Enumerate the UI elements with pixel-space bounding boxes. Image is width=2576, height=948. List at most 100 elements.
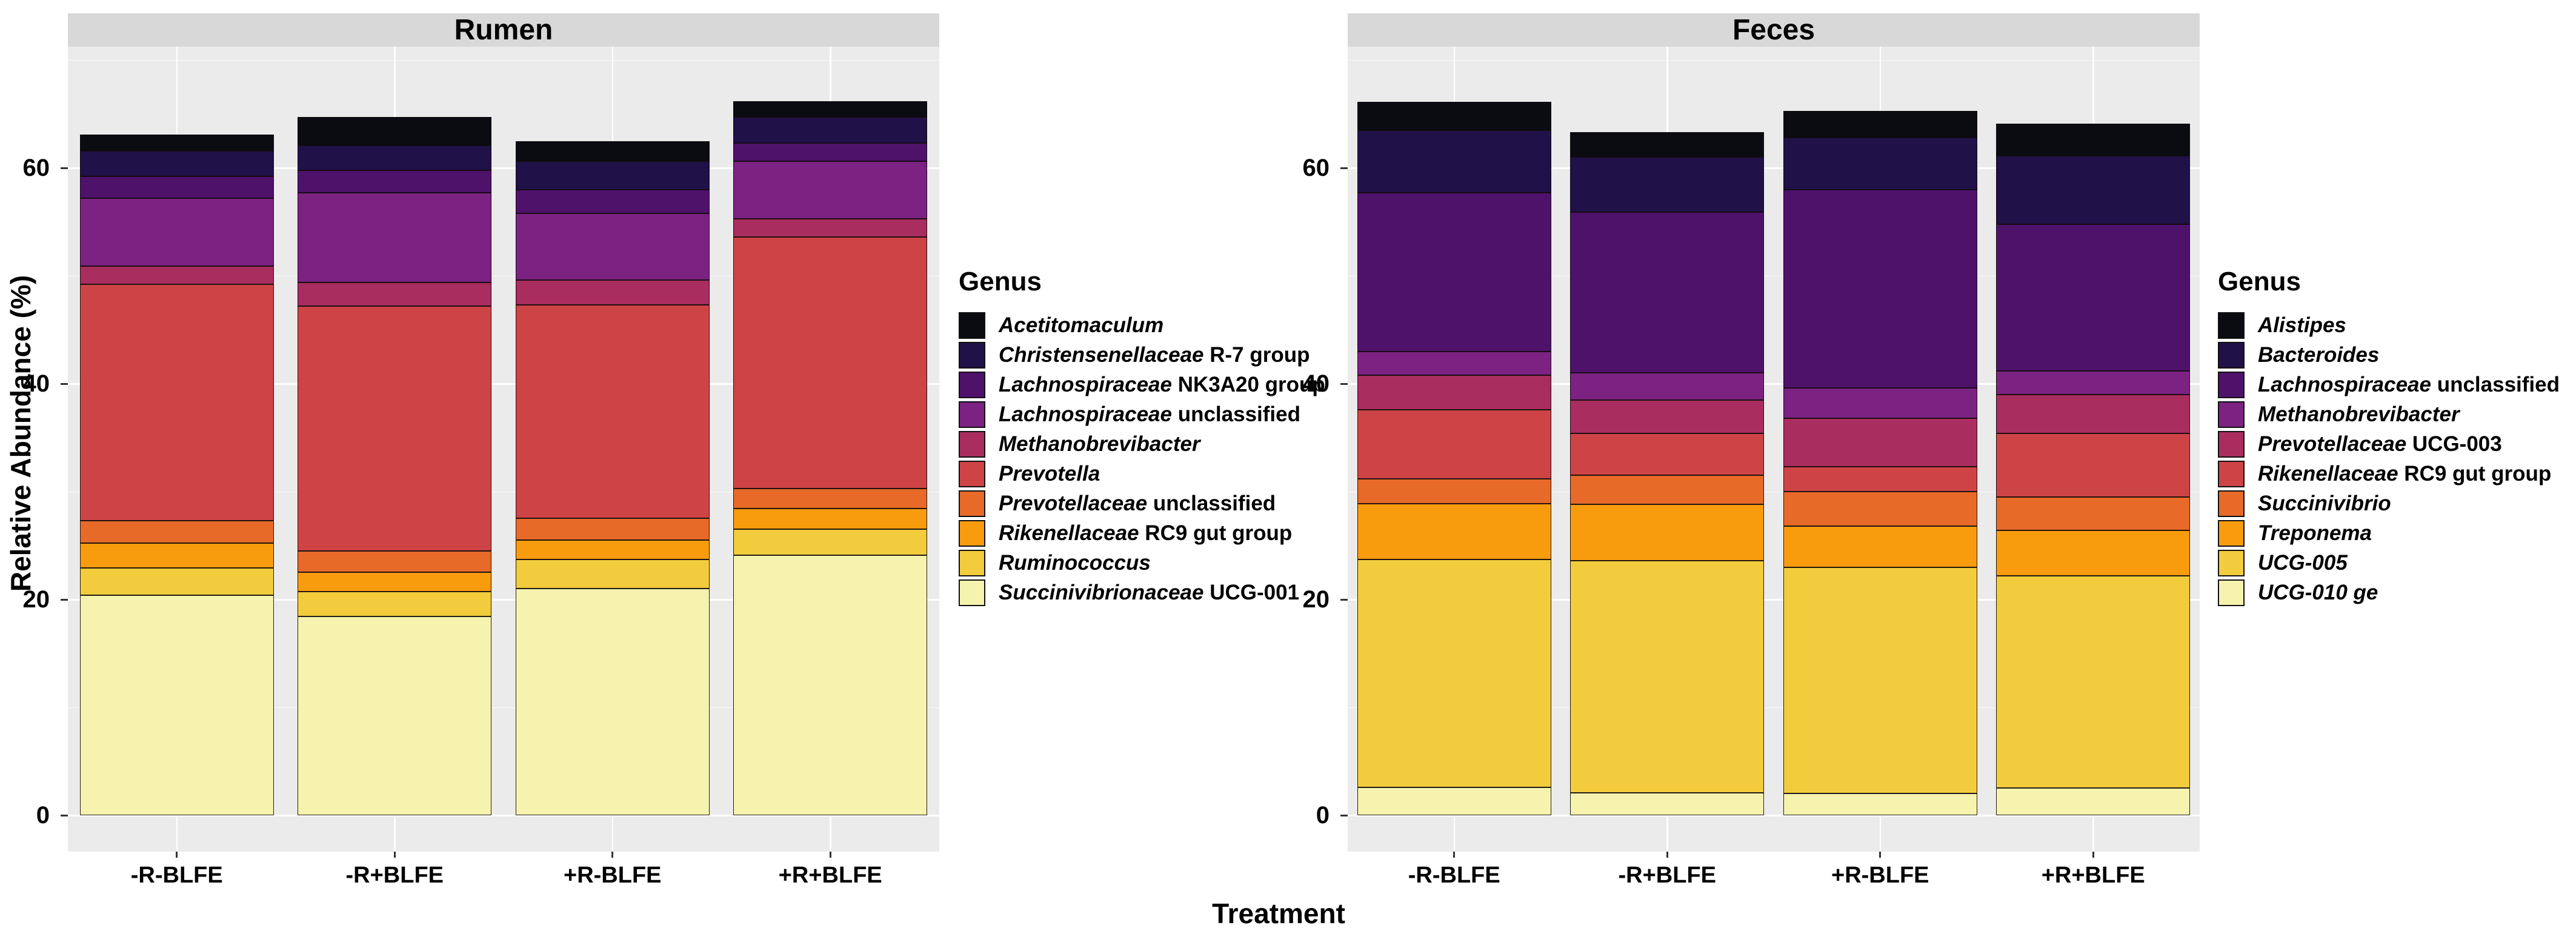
legend-key: UCG-010 ge: [2218, 578, 2576, 607]
gridline-major: [68, 167, 939, 169]
legend-label: Rikenellaceae RC9 gut group: [999, 521, 1292, 546]
bar-segment: [515, 280, 710, 305]
y-tick: [1340, 167, 1348, 169]
y-tick-label: 40: [22, 370, 50, 397]
x-tick: [1453, 852, 1456, 858]
bar-segment: [298, 192, 492, 282]
bar-segment: [298, 305, 492, 551]
legend-label-genus: Alistipes: [2258, 313, 2346, 337]
y-tick: [1340, 382, 1348, 385]
legend-label-qualifier: UCG-003: [2406, 432, 2502, 456]
gridline-major: [1348, 167, 2200, 169]
legend-title-rumen: Genus: [959, 267, 1042, 296]
bar-segment: [733, 218, 928, 237]
bar-segment: [79, 265, 274, 285]
legend-label: Prevotellaceae UCG-003: [2258, 432, 2502, 456]
legend-label: Prevotellaceae unclassified: [999, 492, 1276, 516]
legend-swatch: [2218, 312, 2245, 339]
legend-label: Lachnospiraceae unclassified: [2258, 373, 2560, 397]
legend-label: Lachnospiraceae unclassified: [999, 402, 1300, 427]
legend-key: Lachnospiraceae NK3A20 group: [959, 370, 1325, 399]
x-tick: [1879, 852, 1882, 858]
legend-key: Succinivibrionaceae UCG-001: [959, 578, 1322, 607]
legend-swatch: [959, 460, 985, 487]
bar-segment: [1783, 189, 1977, 389]
legend-label-qualifier: unclassified: [1147, 491, 1276, 515]
legend-label-qualifier: UCG-001: [1203, 580, 1300, 604]
bar-segment: [298, 170, 492, 193]
legend-label: Rikenellaceae RC9 gut group: [2258, 462, 2551, 486]
bar-segment: [1783, 467, 1977, 492]
bar-segment: [1996, 124, 2191, 156]
gridline-major: [68, 814, 939, 816]
bar-segment: [1996, 433, 2191, 497]
legend-label-qualifier: RC9 gut group: [1139, 521, 1293, 545]
bar-segment: [733, 236, 928, 489]
bar-segment: [733, 101, 928, 118]
legend-title-feces: Genus: [2218, 267, 2301, 296]
x-tick-label: +R+BLFE: [2041, 863, 2145, 888]
legend-label: Lachnospiraceae NK3A20 group: [999, 373, 1325, 397]
bar-segment: [298, 282, 492, 306]
bar-segment: [298, 592, 492, 617]
y-tick: [61, 382, 68, 385]
gridline-minor: [68, 275, 939, 276]
bar-segment: [515, 213, 710, 281]
legend-swatch: [959, 401, 985, 428]
gridline-minor: [68, 59, 939, 61]
legend-keys-rumen: Acetitomaculum Christensenellaceae R-7 gr…: [959, 310, 1325, 607]
legend-label: Bacteroides: [2258, 343, 2379, 367]
bar-segment: [1783, 567, 1977, 794]
legend-rumen: Genus Acetitomaculum Christensenellaceae …: [959, 267, 1325, 607]
legend-key: Lachnospiraceae unclassified: [2218, 370, 2576, 399]
bar-segment: [1357, 351, 1551, 375]
plot-area-feces: [1348, 47, 2200, 852]
bar-segment: [1570, 399, 1765, 433]
legend-label-genus: Treponema: [2258, 521, 2372, 545]
legend-swatch: [2218, 460, 2245, 487]
legend-swatch: [2218, 430, 2245, 458]
bar-segment: [1783, 138, 1977, 190]
bar-segment: [298, 616, 492, 815]
bar-segment: [1570, 132, 1765, 158]
x-tick-label: -R+BLFE: [345, 863, 444, 888]
y-tick: [61, 598, 68, 601]
legend-key: Methanobrevibacter: [2218, 399, 2576, 429]
bar-segment: [1570, 475, 1765, 505]
bar-segment: [1570, 792, 1765, 815]
bar--R-BLFE: [79, 134, 274, 815]
legend-label-qualifier: NK3A20 group: [1171, 372, 1325, 396]
legend-key: Alistipes: [2218, 310, 2576, 340]
legend-key: Prevotellaceae unclassified: [959, 489, 1322, 518]
bar-segment: [733, 555, 928, 815]
bar-segment: [515, 540, 710, 560]
facet-title-rumen: Rumen: [454, 14, 553, 46]
legend-swatch: [2218, 371, 2245, 398]
legend-swatch: [2218, 519, 2245, 547]
legend-key: Bacteroides: [2218, 340, 2576, 370]
legend-swatch: [959, 371, 985, 398]
plot-area-rumen: [68, 47, 939, 852]
legend-label-genus: Christensenellaceae: [999, 342, 1204, 367]
x-tick-label: +R+BLFE: [778, 863, 882, 888]
gridline-major: [1348, 814, 2200, 816]
bar-segment: [1783, 526, 1977, 567]
legend-label-genus: UCG-005: [2258, 550, 2348, 575]
bar-segment: [1357, 787, 1551, 815]
y-tick: [1340, 598, 1348, 601]
bar-segment: [1357, 559, 1551, 787]
bar-segment: [298, 572, 492, 592]
legend-label-genus: Methanobrevibacter: [999, 432, 1200, 456]
legend-key: Prevotellaceae UCG-003: [2218, 429, 2576, 459]
legend-key: Methanobrevibacter: [959, 429, 1322, 459]
bar-segment: [79, 284, 274, 521]
gridline-minor: [68, 707, 939, 708]
bar-segment: [515, 161, 710, 190]
bar-segment: [1783, 110, 1977, 138]
legend-label-qualifier: unclassified: [1171, 402, 1300, 426]
legend-label-genus: Succinivibrionaceae: [999, 580, 1204, 604]
x-tick: [393, 852, 396, 858]
legend-key: Prevotella: [959, 459, 1322, 489]
bar-segment: [1357, 130, 1551, 193]
